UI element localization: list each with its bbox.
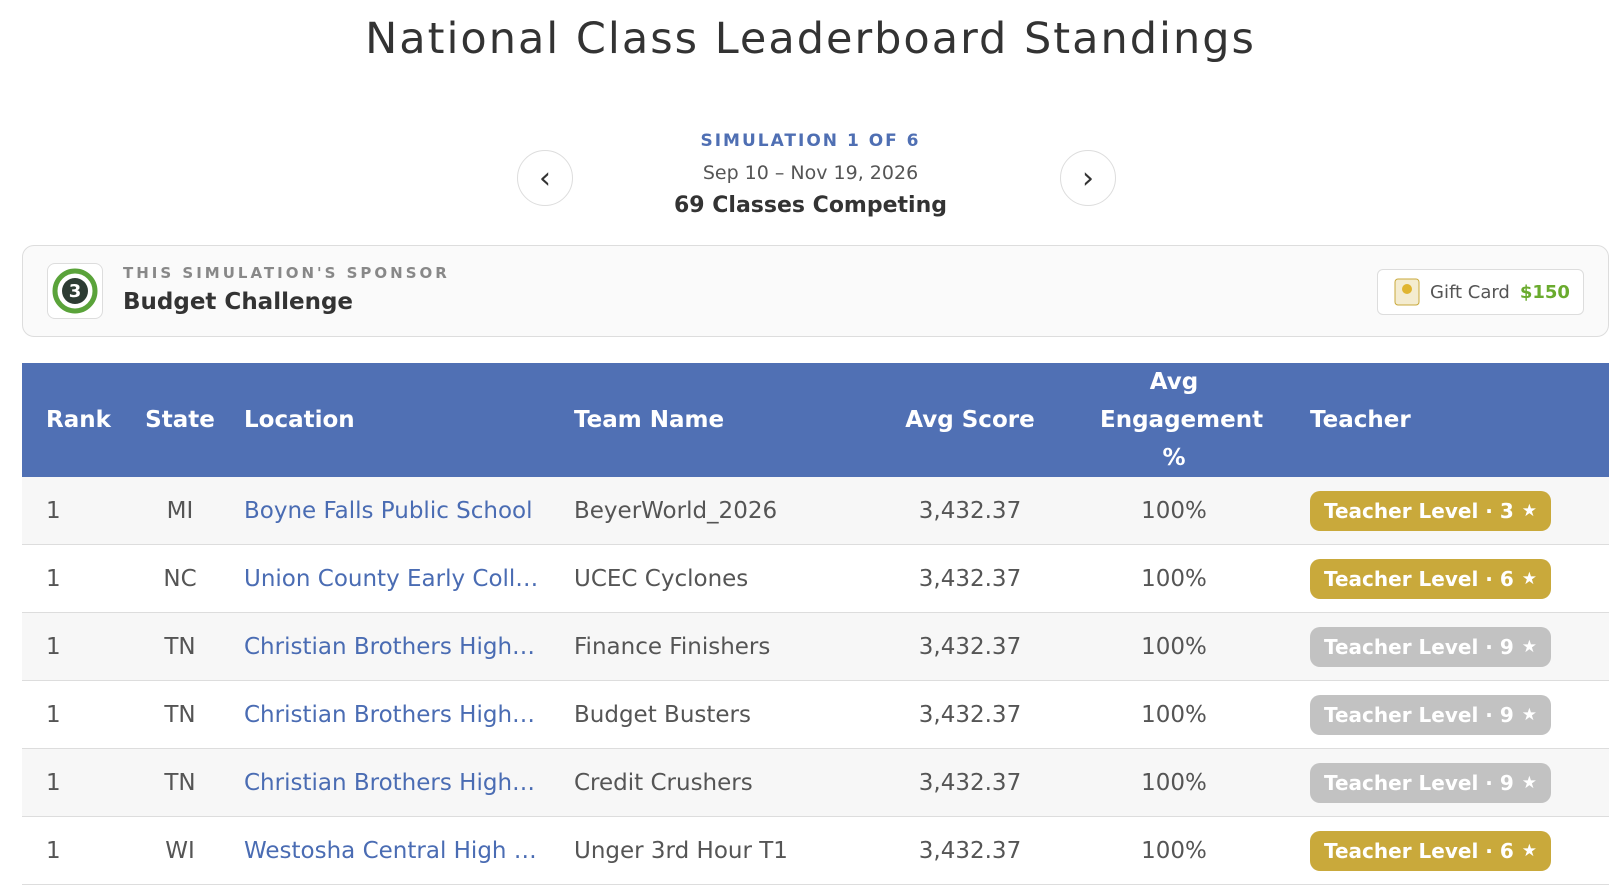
team-name: Unger 3rd Hour T1 bbox=[560, 816, 870, 885]
prev-button[interactable]: ‹ bbox=[517, 150, 573, 206]
teacher-cell: Teacher Level · 6 ★ bbox=[1278, 816, 1609, 885]
column-header: Team Name bbox=[560, 363, 870, 477]
avg-engagement: 100% bbox=[1070, 816, 1278, 885]
column-header: Rank bbox=[22, 363, 130, 477]
column-header: Location bbox=[230, 363, 560, 477]
avg-score: 3,432.37 bbox=[870, 748, 1070, 817]
sponsor-logo: 3 bbox=[47, 263, 103, 319]
team-name: Credit Crushers bbox=[560, 748, 870, 817]
star-icon: ★ bbox=[1521, 568, 1537, 589]
next-button[interactable]: › bbox=[1060, 150, 1116, 206]
teacher-badge: Teacher Level · 6 ★ bbox=[1310, 830, 1551, 871]
avg-engagement: 100% bbox=[1070, 612, 1278, 681]
team-name: Finance Finishers bbox=[560, 612, 870, 681]
avg-engagement: 100% bbox=[1070, 477, 1278, 545]
column-header: Avg Engagement % bbox=[1070, 363, 1278, 477]
leaderboard-table: Rank State Location Team Name Avg Score Avg E… bbox=[22, 363, 1609, 885]
sponsor-card: 3 THIS SIMULATION'S SPONSOR Budget Chall… bbox=[22, 245, 1609, 337]
star-icon: ★ bbox=[1521, 704, 1537, 725]
teacher-cell: Teacher Level · 3 ★ bbox=[1278, 477, 1609, 545]
gift-card-icon bbox=[1394, 278, 1420, 306]
teacher-level: Teacher Level · 9 bbox=[1324, 634, 1514, 659]
teacher-badge: Teacher Level · 6 ★ bbox=[1310, 558, 1551, 599]
teacher-level: Teacher Level · 9 bbox=[1324, 770, 1514, 795]
teacher-cell: Teacher Level · 9 ★ bbox=[1278, 680, 1609, 749]
team-name: UCEC Cyclones bbox=[560, 544, 870, 613]
simulation-label: SIMULATION 1 OF 6 bbox=[700, 131, 921, 151]
svg-text:3: 3 bbox=[69, 281, 82, 302]
sponsor-label: THIS SIMULATION'S SPONSOR bbox=[123, 264, 450, 282]
avg-score: 3,432.37 bbox=[870, 816, 1070, 885]
rank: 1 bbox=[22, 816, 130, 885]
logo-icon: 3 bbox=[52, 268, 98, 314]
table-row: 1 TN Christian Brothers High… Budget Buster… bbox=[22, 680, 1609, 749]
location-link[interactable]: Boyne Falls Public School bbox=[230, 477, 560, 545]
teacher-badge: Teacher Level · 9 ★ bbox=[1310, 626, 1551, 667]
sponsor-name: Budget Challenge bbox=[123, 289, 354, 315]
state: NC bbox=[130, 544, 230, 613]
table-row: 1 MI Boyne Falls Public School BeyerWorld_2… bbox=[22, 477, 1609, 545]
avg-engagement: 100% bbox=[1070, 680, 1278, 749]
table-row: 1 TN Christian Brothers High… Finance Finis… bbox=[22, 612, 1609, 681]
rank: 1 bbox=[22, 748, 130, 817]
location-link[interactable]: Christian Brothers High… bbox=[230, 680, 560, 749]
table-row: 1 WI Westosha Central High … Unger 3rd Hour… bbox=[22, 816, 1609, 885]
header-row: Rank State Location Team Name Avg Score Avg E… bbox=[22, 363, 1609, 477]
state: TN bbox=[130, 748, 230, 817]
prize-label: Gift Card bbox=[1430, 281, 1510, 303]
teacher-badge: Teacher Level · 9 ★ bbox=[1310, 762, 1551, 803]
team-name: BeyerWorld_2026 bbox=[560, 477, 870, 545]
teacher-level: Teacher Level · 6 bbox=[1324, 838, 1514, 863]
state: WI bbox=[130, 816, 230, 885]
star-icon: ★ bbox=[1521, 772, 1537, 793]
state: MI bbox=[130, 477, 230, 545]
teacher-level: Teacher Level · 3 bbox=[1324, 498, 1514, 523]
column-header: State bbox=[130, 363, 230, 477]
date-range: Sep 10 – Nov 19, 2026 bbox=[702, 162, 919, 184]
state: TN bbox=[130, 680, 230, 749]
rank: 1 bbox=[22, 680, 130, 749]
avg-score: 3,432.37 bbox=[870, 477, 1070, 545]
rank: 1 bbox=[22, 544, 130, 613]
star-icon: ★ bbox=[1521, 636, 1537, 657]
teacher-badge: Teacher Level · 9 ★ bbox=[1310, 694, 1551, 735]
rank: 1 bbox=[22, 477, 130, 545]
state: TN bbox=[130, 612, 230, 681]
avg-score: 3,432.37 bbox=[870, 544, 1070, 613]
star-icon: ★ bbox=[1521, 840, 1537, 861]
teacher-cell: Teacher Level · 9 ★ bbox=[1278, 612, 1609, 681]
avg-engagement: 100% bbox=[1070, 748, 1278, 817]
table-row: 1 TN Christian Brothers High… Credit Crushe… bbox=[22, 748, 1609, 817]
prize-chip: Gift Card $150 bbox=[1377, 269, 1584, 315]
teacher-cell: Teacher Level · 6 ★ bbox=[1278, 544, 1609, 613]
table-row: 1 NC Union County Early Coll… UCEC Cyclones… bbox=[22, 544, 1609, 613]
location-link[interactable]: Christian Brothers High… bbox=[230, 748, 560, 817]
teacher-level: Teacher Level · 6 bbox=[1324, 566, 1514, 591]
teacher-cell: Teacher Level · 9 ★ bbox=[1278, 748, 1609, 817]
column-header: Avg Score bbox=[870, 363, 1070, 477]
prize-amount: $150 bbox=[1519, 281, 1570, 303]
location-link[interactable]: Union County Early Coll… bbox=[230, 544, 560, 613]
teacher-level: Teacher Level · 9 bbox=[1324, 702, 1514, 727]
location-link[interactable]: Westosha Central High … bbox=[230, 816, 560, 885]
star-icon: ★ bbox=[1521, 500, 1537, 521]
rank: 1 bbox=[22, 612, 130, 681]
avg-engagement: 100% bbox=[1070, 544, 1278, 613]
location-link[interactable]: Christian Brothers High… bbox=[230, 612, 560, 681]
team-name: Budget Busters bbox=[560, 680, 870, 749]
avg-score: 3,432.37 bbox=[870, 680, 1070, 749]
avg-score: 3,432.37 bbox=[870, 612, 1070, 681]
teacher-badge: Teacher Level · 3 ★ bbox=[1310, 490, 1551, 531]
column-header: Teacher bbox=[1278, 363, 1609, 477]
page-title: National Class Leaderboard Standings bbox=[365, 14, 1256, 64]
competing-count: 69 Classes Competing bbox=[674, 193, 947, 218]
